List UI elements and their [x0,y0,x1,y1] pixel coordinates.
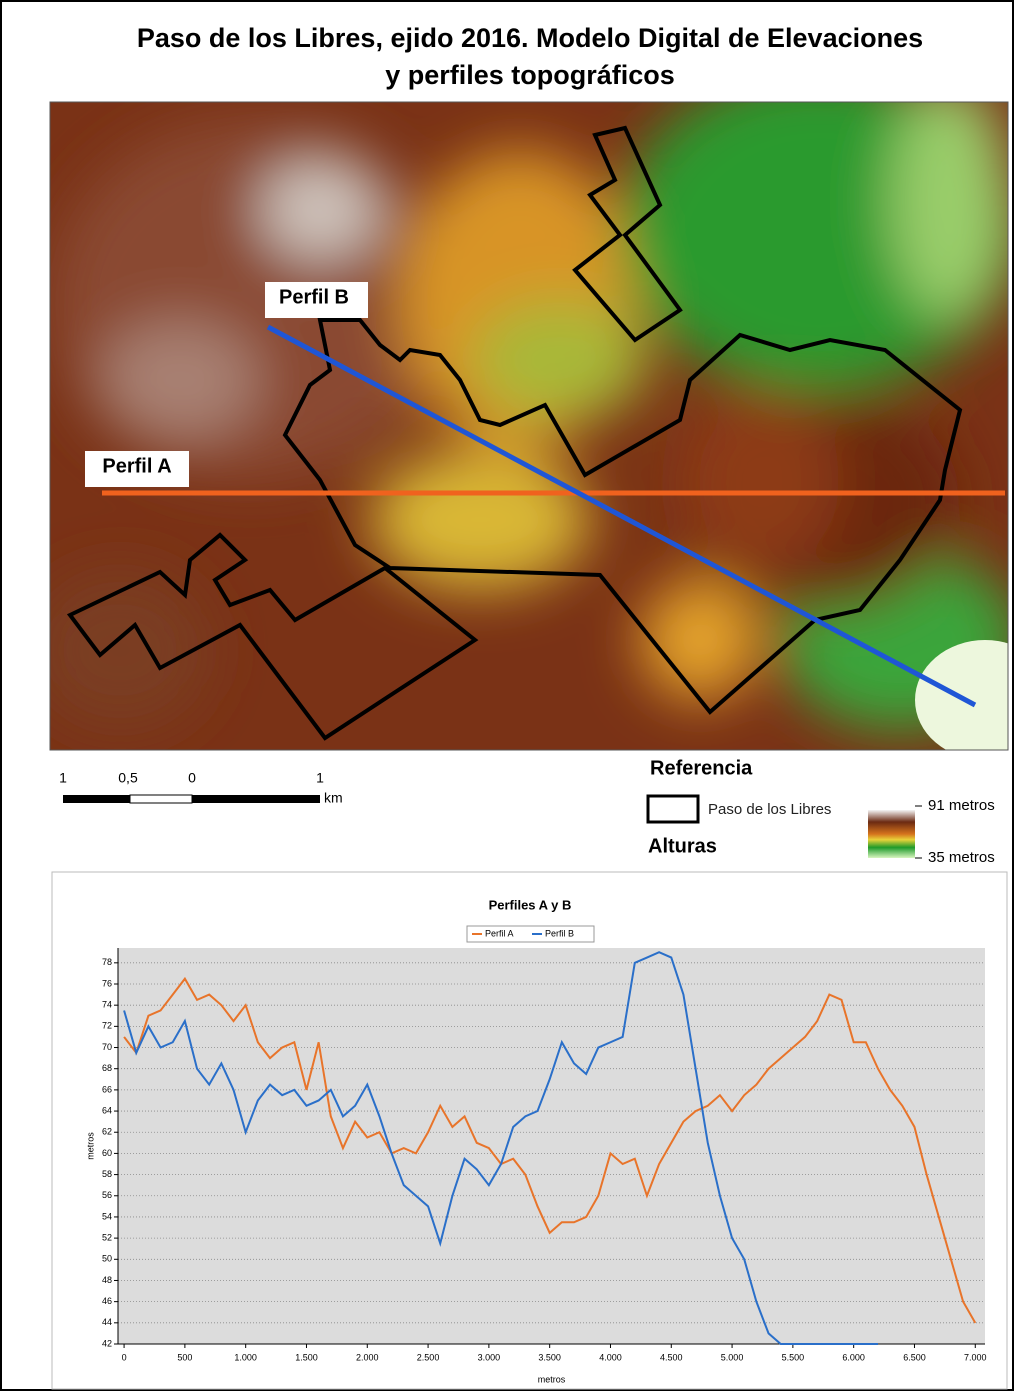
y-tick-label: 66 [102,1084,112,1094]
page: Paso de los Libres, ejido 2016. Modelo D… [0,0,1014,1391]
x-tick-label: 500 [177,1352,192,1362]
scale-label: 0 [188,770,196,786]
y-tick-label: 62 [102,1127,112,1137]
figure: Paso de los Libres, ejido 2016. Modelo D… [0,0,1014,1391]
scale-unit: km [324,790,343,806]
x-tick-label: 2.500 [417,1352,440,1362]
y-axis-title: metros [85,1132,95,1160]
x-axis-title: metros [538,1374,566,1384]
profile-label: Perfil A [102,455,171,477]
title-line: y perfiles topográficos [385,60,675,90]
scale-label: 1 [316,770,324,786]
x-tick-label: 2.000 [356,1352,379,1362]
legend-title: Alturas [648,835,717,857]
scale-label: 1 [59,770,67,786]
y-tick-label: 56 [102,1190,112,1200]
y-tick-label: 48 [102,1275,112,1285]
y-tick-label: 58 [102,1169,112,1179]
y-tick-label: 44 [102,1317,112,1327]
y-tick-label: 52 [102,1232,112,1242]
y-tick-label: 60 [102,1148,112,1158]
plot-area [118,948,985,1344]
legend-label: 91 metros [928,797,995,814]
x-tick-label: 6.000 [842,1352,865,1362]
x-tick-label: 1.500 [295,1352,318,1362]
x-tick-label: 3.000 [478,1352,501,1362]
profile-label: Perfil B [279,286,349,308]
x-tick-label: 5.000 [721,1352,744,1362]
legend-label: Paso de los Libres [708,801,831,818]
title-line: Paso de los Libres, ejido 2016. Modelo D… [137,23,923,53]
y-tick-label: 46 [102,1296,112,1306]
y-tick-label: 68 [102,1063,112,1073]
legend-title: Referencia [650,757,753,779]
y-tick-label: 50 [102,1254,112,1264]
scale-label: 0,5 [118,770,138,786]
x-tick-label: 0 [122,1352,127,1362]
y-tick-label: 76 [102,978,112,988]
y-tick-label: 42 [102,1338,112,1348]
legend-label: Perfil B [545,928,574,938]
chart-title: Perfiles A y B [489,897,572,912]
y-tick-label: 78 [102,957,112,967]
x-tick-label: 1.000 [234,1352,257,1362]
x-tick-label: 5.500 [782,1352,805,1362]
x-tick-label: 3.500 [538,1352,561,1362]
legend-label: Perfil A [485,928,514,938]
x-tick-label: 4.500 [660,1352,683,1362]
y-tick-label: 74 [102,1000,112,1010]
legend-label: 35 metros [928,849,995,866]
y-tick-label: 72 [102,1021,112,1031]
x-tick-label: 7.000 [964,1352,987,1362]
y-tick-label: 70 [102,1042,112,1052]
y-tick-label: 64 [102,1105,112,1115]
elevation-map: Perfil B Perfil A [30,70,1014,760]
x-tick-label: 4.000 [599,1352,622,1362]
x-tick-label: 6.500 [903,1352,926,1362]
profile-chart: 42 44 46 48 50 52 54 56 58 60 62 64 66 68 70 72 74 76 78 0 5… [52,872,1007,1389]
y-tick-label: 54 [102,1211,112,1221]
